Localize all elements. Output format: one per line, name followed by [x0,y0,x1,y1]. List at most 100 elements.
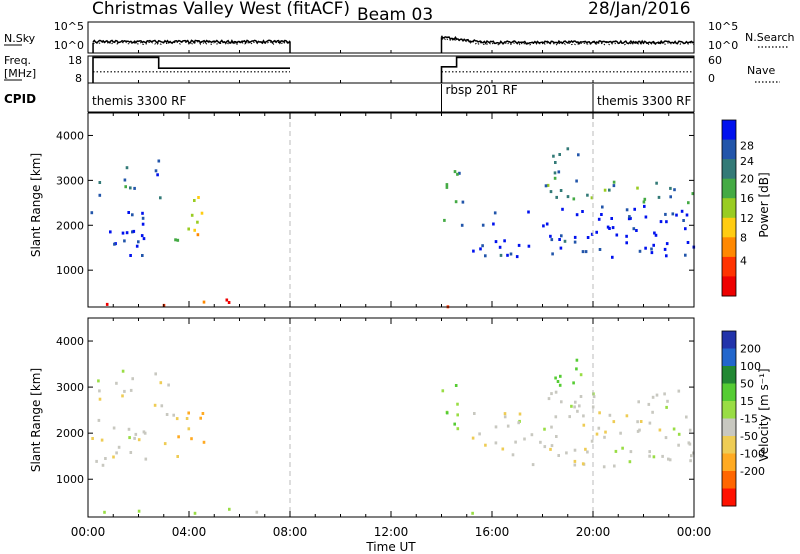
heatmap-cell [503,415,507,419]
noise-panel [87,21,695,54]
heatmap-cell [636,420,639,424]
heatmap-cell [575,367,578,371]
cpid-label: CPID [4,92,36,106]
heatmap-cell [554,376,557,380]
heatmap-cell [663,392,666,396]
velocity-cbar-label: Velocity [m s⁻¹] [757,368,771,461]
heatmap-cell [557,454,560,457]
power-colorbar-swatch [722,276,736,297]
heatmap-cell [665,242,669,246]
velocity-colorbar-swatch [722,401,736,419]
heatmap-cell [625,234,628,238]
heatmap-cell [579,373,583,377]
heatmap-cell [637,400,640,404]
heatmap-cell [174,238,177,242]
heatmap-cell [671,212,675,216]
velocity-colorbar-tick-label: 200 [740,343,761,356]
heatmap-cell [157,159,161,163]
heatmap-cell [141,211,144,215]
heatmap-cell [608,188,611,192]
time-tick-label: 04:00 [172,525,207,539]
heatmap-cell [498,245,502,249]
heatmap-cell [568,415,571,419]
heatmap-cell [590,439,594,443]
heatmap-cell [144,457,148,461]
heatmap-cell [506,424,510,428]
time-tick-label: 12:00 [374,525,409,539]
heatmap-cell [190,437,193,441]
heatmap-cell [131,230,134,234]
heatmap-cell [113,242,116,246]
heatmap-cell [91,437,94,440]
power-colorbar-swatch [722,120,736,141]
heatmap-cell [553,171,557,175]
heatmap-cell [129,388,133,392]
heatmap-cell [591,405,595,409]
heatmap-cell [615,233,619,237]
power-colorbar-swatch [722,178,736,199]
heatmap-cell [629,450,633,454]
heatmap-cell [137,509,141,513]
heatmap-cell [187,427,191,431]
heatmap-cell [644,246,647,250]
heatmap-cell [441,389,445,393]
heatmap-cell [639,420,643,423]
heatmap-cell [202,300,206,304]
heatmap-cell [141,254,144,257]
heatmap-cell [581,210,584,213]
heatmap-cell [493,211,497,215]
heatmap-cell [112,455,115,459]
heatmap-cell [627,217,631,221]
heatmap-cell [127,211,130,214]
power-colorbar-tick-label: 16 [740,192,754,205]
power-colorbar-tick-label: 8 [740,231,747,244]
heatmap-cell [638,249,642,253]
velocity-colorbar-tick-label: -200 [740,465,765,478]
heatmap-cell [677,389,681,393]
heatmap-cell [503,412,507,416]
range-tick-label: 2000 [56,427,84,440]
time-tick-label: 16:00 [475,525,510,539]
cpid-segment-label: rbsp 201 RF [446,83,518,97]
heatmap-cell [445,183,449,187]
heatmap-cell [456,172,459,176]
heatmap-cell [669,186,672,190]
heatmap-cell [655,393,659,397]
heatmap-cell [560,400,563,404]
time-tick-label: 20:00 [576,525,611,539]
heatmap-cell [543,445,547,449]
heatmap-cell [668,458,672,462]
heatmap-cell [673,188,676,192]
heatmap-cell [127,427,131,431]
cpid-segment-label: themis 3300 RF [597,94,691,108]
heatmap-cell [97,379,100,383]
heatmap-cell [595,432,599,436]
heatmap-cell [691,192,695,196]
heatmap-cell [196,220,199,224]
heatmap-cell [657,195,661,199]
heatmap-cell [176,455,179,458]
heatmap-cell [531,463,535,467]
heatmap-cell [481,223,485,227]
power-panel-frame [87,112,695,308]
heatmap-cell [550,425,553,429]
heatmap-cell [202,440,206,444]
velocity-colorbar-tick-label: 100 [740,360,761,373]
heatmap-cell [481,244,484,248]
heatmap-cell [581,250,585,254]
heatmap-cell [90,211,94,215]
heatmap-cell [445,185,449,189]
heatmap-cell [456,427,460,431]
velocity-colorbar-swatch [722,348,736,367]
site-title: Christmas Valley West (fitACF) [92,0,350,19]
nsearch-label: N.Search [745,31,795,44]
heatmap-cell [655,181,658,185]
heatmap-cell [98,193,102,197]
heatmap-cell [445,411,449,415]
heatmap-cell [603,188,607,192]
heatmap-cell [456,402,459,406]
heatmap-cell [460,223,464,227]
heatmap-cell [518,412,522,416]
heatmap-cell [608,227,611,230]
heatmap-cell [131,213,134,217]
